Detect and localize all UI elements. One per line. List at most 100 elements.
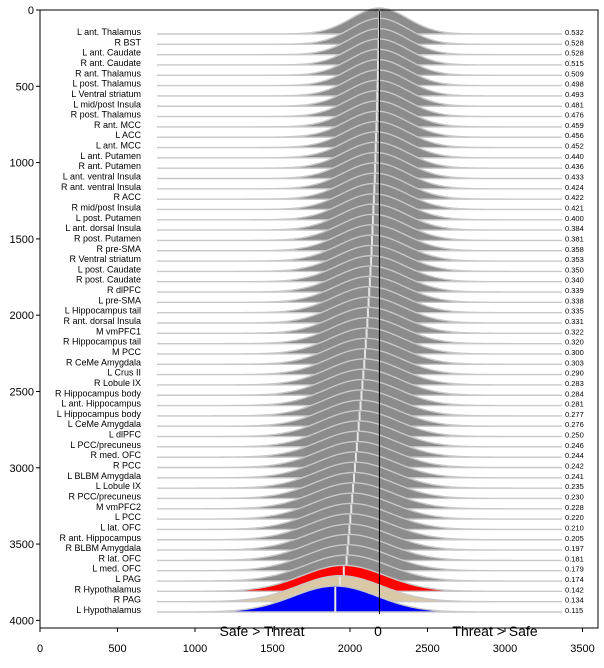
region-value: 0.322 — [565, 327, 584, 336]
region-value: 0.400 — [565, 214, 584, 223]
y-tick-label: 0 — [28, 5, 34, 17]
region-label: L ant. MCC — [96, 141, 142, 151]
region-label: R ant. Caudate — [80, 58, 141, 68]
region-label: M PCC — [112, 347, 142, 357]
ridge-density — [157, 585, 562, 613]
region-label: L Crus II — [107, 368, 141, 378]
region-label: R mid/post Insula — [71, 202, 141, 212]
ridge-density — [157, 79, 562, 107]
ridge-density — [157, 89, 562, 118]
region-label: R lat. OFC — [98, 553, 141, 563]
region-label: R ant. Putamen — [78, 161, 141, 171]
region-value: 0.320 — [565, 338, 584, 347]
ridge-density — [157, 17, 562, 46]
ridge-density — [157, 574, 562, 603]
region-value: 0.300 — [565, 348, 584, 357]
ridge-density — [157, 100, 562, 128]
region-label: R post. Caudate — [76, 275, 141, 285]
region-value: 0.115 — [565, 606, 583, 615]
region-value: 0.179 — [565, 565, 584, 574]
region-value: 0.338 — [565, 296, 584, 305]
region-value: 0.174 — [565, 575, 584, 584]
region-label: L ant. Putamen — [80, 151, 141, 161]
region-label: R ant. Hippocampus — [59, 533, 141, 543]
region-label: R PCC/precuneus — [68, 491, 141, 501]
y-axis: 0 500 1000 1500 2000 2500 3000 3500 4000 — [10, 5, 40, 627]
region-value: 0.422 — [565, 193, 584, 202]
region-value: 0.528 — [565, 49, 584, 58]
region-label: L Hippocampus tail — [65, 306, 141, 316]
region-value: 0.498 — [565, 80, 584, 89]
region-value: 0.424 — [565, 183, 584, 192]
region-label: L CeMe Amygdala — [68, 419, 141, 429]
region-value: 0.440 — [565, 152, 584, 161]
region-label: L Lobule IX — [96, 481, 141, 491]
region-value: 0.515 — [565, 59, 584, 68]
region-value: 0.220 — [565, 513, 584, 522]
region-label: R PCC — [113, 461, 142, 471]
x-tick-label: 3000 — [493, 643, 517, 655]
y-tick-label: 2000 — [10, 310, 34, 322]
region-value: 0.459 — [565, 121, 584, 130]
y-tick-label: 3500 — [10, 539, 34, 551]
region-label: R dlPFC — [107, 285, 142, 295]
region-value: 0.235 — [565, 482, 584, 491]
region-label: R ant. dorsal Insula — [63, 316, 141, 326]
ridge-density — [157, 120, 562, 149]
region-value: 0.276 — [565, 420, 584, 429]
annotation-left: Safe > Threat — [220, 623, 305, 639]
x-tick-label: 1000 — [183, 643, 207, 655]
region-label: R ant. Thalamus — [75, 68, 141, 78]
ridge-57 — [157, 585, 562, 613]
x-tick-label: 2000 — [338, 643, 362, 655]
x-axis: 0 500 1000 1500 2000 2500 3000 3500 — [37, 628, 595, 655]
ridge-density — [157, 27, 562, 56]
region-value: 0.532 — [565, 28, 584, 37]
region-value: 0.205 — [565, 534, 584, 543]
x-tick-label: 2500 — [415, 643, 439, 655]
region-label: R CeMe Amygdala — [66, 357, 141, 367]
region-label: L PAG — [115, 574, 141, 584]
region-value: 0.230 — [565, 492, 584, 501]
x-tick-label: 0 — [37, 643, 43, 655]
region-value: 0.250 — [565, 431, 584, 440]
region-label: L PCC/precuneus — [70, 440, 141, 450]
region-label: L Hippocampus body — [57, 409, 142, 419]
region-value: 0.284 — [565, 389, 584, 398]
region-label: L ant. dorsal Insula — [65, 223, 141, 233]
ridge-density — [157, 38, 562, 66]
ridge-density — [157, 58, 562, 87]
region-value: 0.277 — [565, 410, 584, 419]
region-value: 0.350 — [565, 265, 584, 274]
region-value: 0.381 — [565, 234, 584, 243]
region-value: 0.335 — [565, 307, 584, 316]
region-label: L BLBM Amygdala — [67, 471, 141, 481]
region-value: 0.331 — [565, 317, 584, 326]
region-label: L med. OFC — [92, 564, 141, 574]
y-tick-label: 500 — [16, 81, 34, 93]
y-tick-label: 4000 — [10, 615, 34, 627]
region-label: L lat. OFC — [100, 522, 141, 532]
annotation-right: Threat > Safe — [452, 623, 537, 639]
region-label: L PCC — [115, 512, 142, 522]
region-label: L ACC — [115, 130, 141, 140]
region-value: 0.384 — [565, 224, 584, 233]
region-value: 0.509 — [565, 69, 584, 78]
region-value: 0.340 — [565, 276, 584, 285]
y-tick-label: 3000 — [10, 463, 34, 475]
region-label: R BST — [114, 37, 141, 47]
region-label: L Ventral striatum — [71, 89, 141, 99]
region-value: 0.339 — [565, 286, 584, 295]
region-label: L ant. ventral Insula — [63, 172, 141, 182]
y-tick-label: 1000 — [10, 158, 34, 170]
region-values: 0.5320.5280.5280.5150.5090.4980.4930.481… — [565, 28, 584, 615]
region-value: 0.493 — [565, 90, 584, 99]
y-tick-label: 1500 — [10, 234, 34, 246]
region-label: M vmPFC2 — [96, 502, 141, 512]
region-label: L mid/post Insula — [73, 99, 141, 109]
region-label: R ant. MCC — [94, 120, 142, 130]
region-label: L ant. Hippocampus — [61, 399, 141, 409]
region-label: L post. Caudate — [78, 264, 141, 274]
